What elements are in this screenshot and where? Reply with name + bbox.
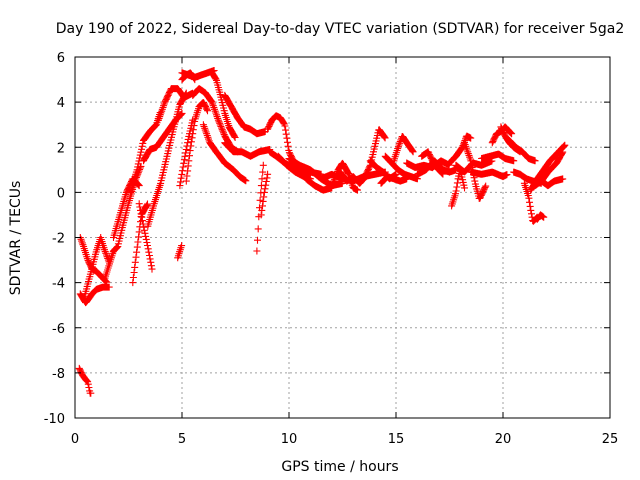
y-tick-label: -8 bbox=[52, 367, 65, 382]
x-tick-label: 10 bbox=[281, 432, 298, 447]
data-track bbox=[377, 173, 411, 187]
y-tick-label: 4 bbox=[57, 96, 65, 111]
data-track bbox=[302, 175, 336, 194]
data-track bbox=[101, 162, 145, 282]
y-tick-label: 6 bbox=[57, 51, 65, 66]
data-track bbox=[538, 175, 567, 190]
data-track bbox=[505, 137, 539, 165]
data-track bbox=[418, 148, 447, 178]
x-tick-label: 20 bbox=[495, 432, 512, 447]
data-track bbox=[264, 112, 297, 165]
x-tick-label: 25 bbox=[602, 432, 619, 447]
x-tick-label: 15 bbox=[388, 432, 405, 447]
data-track bbox=[182, 99, 211, 185]
x-tick-label: 5 bbox=[178, 432, 186, 447]
data-track bbox=[478, 150, 518, 165]
x-tick-label: 0 bbox=[71, 432, 79, 447]
data-track bbox=[144, 89, 190, 230]
data-track bbox=[461, 139, 490, 202]
y-tick-label: -4 bbox=[52, 277, 65, 292]
data-layer bbox=[75, 67, 569, 397]
data-track bbox=[390, 133, 417, 165]
data-track bbox=[176, 116, 197, 190]
data-track bbox=[253, 161, 267, 255]
y-axis-label: SDTVAR / TECUs bbox=[8, 181, 24, 296]
tick-layer: 0 5 10 15 20 25 -10 -8 -6 -4 -2 0 2 4 6 bbox=[44, 51, 619, 447]
data-track bbox=[208, 69, 239, 141]
y-tick-label: -10 bbox=[44, 412, 65, 427]
data-track bbox=[174, 242, 186, 262]
data-track bbox=[467, 168, 511, 181]
data-track bbox=[127, 109, 164, 196]
data-track bbox=[76, 283, 113, 307]
data-track bbox=[336, 168, 367, 187]
data-track bbox=[221, 91, 269, 138]
data-track bbox=[257, 170, 272, 219]
y-tick-label: -2 bbox=[52, 232, 65, 247]
x-axis-label: GPS time / hours bbox=[281, 459, 398, 475]
y-tick-label: 2 bbox=[57, 141, 65, 156]
data-track bbox=[75, 364, 95, 397]
chart-title: Day 190 of 2022, Sidereal Day-to-day VTE… bbox=[56, 21, 625, 37]
data-track bbox=[533, 211, 548, 223]
data-track bbox=[135, 200, 156, 273]
data-track bbox=[381, 152, 421, 183]
data-track bbox=[446, 132, 475, 167]
data-track bbox=[178, 69, 199, 84]
data-track bbox=[328, 159, 361, 194]
y-tick-label: 0 bbox=[57, 186, 65, 201]
y-tick-label: -6 bbox=[52, 322, 65, 337]
data-track bbox=[140, 109, 186, 165]
data-track bbox=[221, 139, 274, 160]
data-track bbox=[199, 121, 250, 185]
series-sdtvar bbox=[75, 67, 569, 397]
data-track bbox=[81, 234, 113, 300]
